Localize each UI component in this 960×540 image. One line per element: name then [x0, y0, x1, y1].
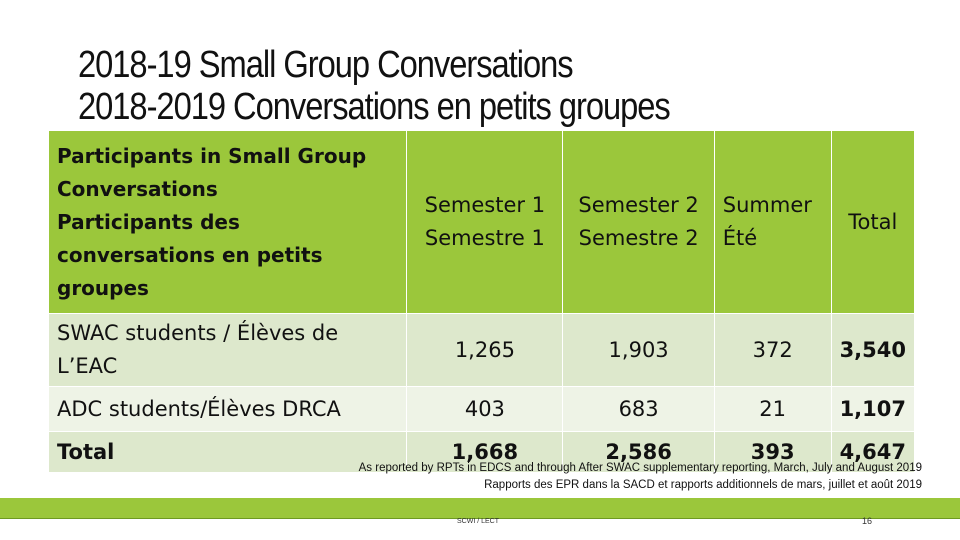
cell-value: 21 [713, 386, 832, 432]
column-header-semester-2: Semester 2 Semestre 2 [562, 130, 715, 314]
table-row: SWAC students / Élèves de L’EAC 1,265 1,… [47, 313, 916, 387]
page-number: 16 [862, 516, 873, 526]
cell-value: 372 [713, 313, 832, 387]
cell-value: 403 [406, 386, 564, 432]
header-label-line: Participants in Small Group [57, 143, 367, 168]
row-label-swac: SWAC students / Élèves de L’EAC [47, 313, 408, 387]
cell-value: 1,265 [406, 313, 564, 387]
column-header-semester-1: Semester 1 Semestre 1 [406, 130, 564, 314]
header-label-line: Participants des [57, 209, 240, 234]
row-label-line: SWAC students / Élèves de [57, 321, 339, 345]
header-label-line: groupes [57, 275, 149, 300]
table-row: ADC students/Élèves DRCA 403 683 21 1,10… [47, 386, 916, 432]
slide-title: 2018-19 Small Group Conversations 2018-2… [78, 44, 835, 128]
column-header-fr: Semestre 2 [578, 226, 699, 250]
participants-table: Participants in Small Group Conversation… [47, 130, 916, 473]
column-header-fr: Semestre 1 [424, 226, 545, 250]
column-header-summer: Summer Été [713, 130, 832, 314]
cell-value: 683 [562, 386, 715, 432]
cell-value: 1,903 [562, 313, 715, 387]
title-french: 2018-2019 Conversations en petits groupe… [78, 86, 671, 128]
header-row-label: Participants in Small Group Conversation… [47, 130, 408, 314]
row-label-total: Total [47, 431, 408, 473]
source-note-english: As reported by RPTs in EDCS and through … [358, 462, 922, 474]
cell-total: 3,540 [830, 313, 916, 387]
table-header-row: Participants in Small Group Conversation… [47, 130, 916, 314]
column-header-en: Semester 1 [424, 193, 546, 217]
cell-total: 2,586 [562, 431, 715, 473]
footer-divider [0, 518, 960, 519]
row-label-adc: ADC students/Élèves DRCA [47, 386, 408, 432]
footer-band [0, 498, 960, 518]
column-header-en: Total [848, 209, 898, 234]
cell-total: 1,107 [830, 386, 916, 432]
column-header-en: Summer [722, 193, 812, 217]
header-label-line: conversations en petits [57, 242, 323, 267]
table-row-total: Total 1,668 2,586 393 4,647 [47, 431, 916, 473]
column-header-fr: Été [722, 226, 758, 250]
source-note-french: Rapports des EPR dans la SACD et rapport… [484, 479, 922, 491]
row-label-line: L’EAC [57, 354, 118, 378]
column-header-total: Total [830, 130, 916, 314]
column-header-en: Semester 2 [578, 193, 699, 217]
title-english: 2018-19 Small Group Conversations [78, 44, 574, 86]
cell-total: 393 [713, 431, 832, 473]
header-label-line: Conversations [57, 176, 218, 201]
footer-text: SCWI / LECT [457, 518, 500, 525]
source-note: As reported by RPTs in EDCS and through … [359, 460, 922, 494]
cell-total: 4,647 [830, 431, 916, 473]
